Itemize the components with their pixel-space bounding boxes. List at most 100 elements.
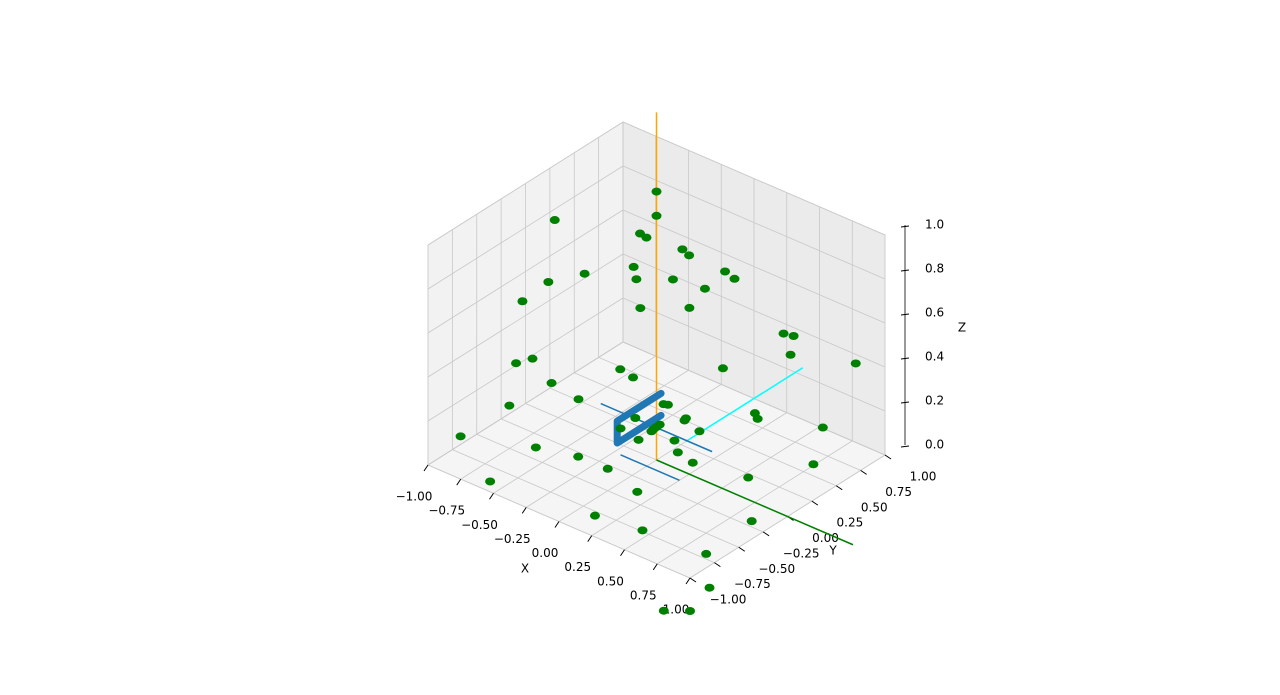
- grid-line: [622, 297, 886, 412]
- tick-mark: [860, 469, 867, 475]
- point: [684, 251, 695, 260]
- grid-line: [622, 209, 886, 324]
- point: [543, 278, 554, 286]
- z-tick-label: 0.8: [925, 262, 944, 276]
- tick-mark: [456, 478, 462, 486]
- z-tick-label: 1.0: [925, 218, 944, 232]
- z-tick-label: 0.2: [925, 394, 944, 408]
- point: [654, 420, 665, 429]
- z-tick-label: 0.0: [925, 438, 944, 452]
- point: [602, 464, 613, 473]
- line: [685, 367, 804, 443]
- point: [630, 414, 641, 422]
- point: [631, 275, 642, 284]
- x-axis-label: X: [521, 562, 529, 576]
- tick-mark: [620, 549, 625, 557]
- point: [699, 284, 710, 293]
- y-tick-label: 0.50: [861, 500, 888, 514]
- z-axis-label: Z: [958, 321, 966, 335]
- y-tick-label: 0.25: [837, 516, 864, 530]
- y-tick-label: 0.75: [885, 485, 912, 499]
- tick-mark: [811, 500, 819, 506]
- point: [850, 359, 861, 368]
- point: [517, 297, 528, 306]
- line: [656, 459, 854, 546]
- point: [530, 443, 541, 452]
- point: [573, 452, 584, 461]
- grid-line: [622, 121, 886, 236]
- grid-line: [476, 433, 739, 548]
- point: [527, 354, 538, 363]
- point: [651, 211, 662, 220]
- grid-line: [549, 387, 813, 502]
- tick-mark: [685, 577, 691, 585]
- point: [549, 216, 560, 225]
- point: [628, 373, 639, 382]
- x-tick-label: 0.75: [630, 588, 657, 602]
- grid-line: [427, 253, 624, 378]
- point: [658, 606, 669, 615]
- point: [632, 487, 643, 496]
- grid-line: [500, 418, 764, 533]
- point: [637, 526, 648, 535]
- grid-line: [622, 253, 886, 368]
- point: [684, 303, 695, 312]
- line: [620, 454, 680, 481]
- point: [785, 350, 796, 359]
- y-tick-label: −1.00: [710, 593, 747, 607]
- tick-mark: [652, 563, 658, 571]
- point: [746, 517, 757, 526]
- point: [677, 245, 688, 254]
- point: [485, 477, 496, 486]
- tick-mark: [554, 521, 560, 528]
- point: [808, 460, 819, 469]
- tick-mark: [689, 577, 697, 583]
- point: [685, 607, 695, 615]
- point: [720, 267, 731, 276]
- z-tick-label: 0.6: [925, 306, 944, 320]
- tick-mark: [738, 546, 746, 552]
- point: [633, 435, 644, 444]
- point: [788, 332, 799, 340]
- point: [573, 395, 584, 404]
- point: [778, 329, 789, 338]
- point: [704, 583, 715, 592]
- x-tick-label: −0.25: [494, 532, 531, 546]
- plot-area: [455, 112, 861, 615]
- tick-mark: [714, 562, 721, 568]
- grid-line: [427, 121, 624, 246]
- point: [669, 436, 680, 445]
- tick-mark: [835, 485, 843, 491]
- x-tick-label: −0.75: [428, 504, 465, 518]
- tick-mark: [489, 492, 494, 500]
- tick-mark: [423, 464, 429, 472]
- y-tick-label: 1.00: [910, 470, 937, 484]
- point: [743, 473, 754, 482]
- y-tick-label: −0.50: [758, 562, 795, 576]
- x-tick-label: −1.00: [396, 490, 433, 504]
- grid-line: [427, 165, 624, 290]
- grid-line: [427, 297, 624, 422]
- point: [504, 401, 515, 410]
- point: [694, 427, 705, 436]
- point: [615, 424, 626, 433]
- tick-mark: [587, 535, 593, 542]
- point: [817, 423, 828, 432]
- point: [615, 365, 626, 374]
- point: [701, 549, 712, 558]
- point: [628, 262, 639, 271]
- y-tick-label: −0.75: [734, 577, 771, 591]
- z-tick-label: 0.4: [925, 350, 944, 364]
- grid-line: [427, 209, 624, 334]
- x-tick-label: 0.25: [564, 560, 591, 574]
- tick-mark: [884, 454, 892, 460]
- line: [613, 389, 665, 447]
- point: [589, 511, 600, 520]
- point: [579, 269, 590, 278]
- point: [546, 379, 557, 388]
- point: [729, 274, 740, 283]
- grid-line: [622, 165, 886, 280]
- point: [662, 400, 673, 409]
- tick-mark: [900, 445, 910, 448]
